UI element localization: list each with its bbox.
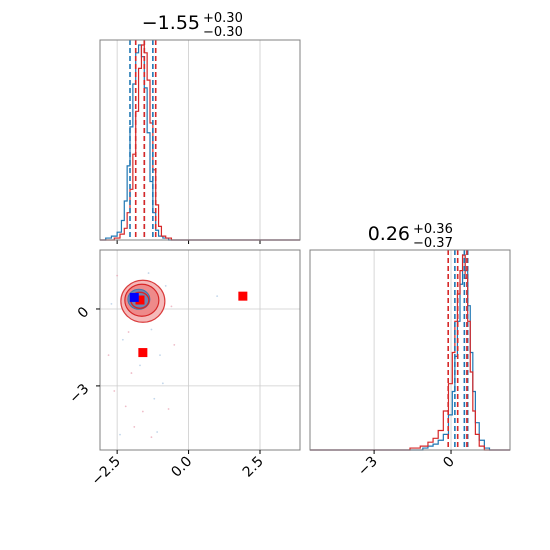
scatter-point xyxy=(216,295,219,298)
scatter-point xyxy=(161,382,164,385)
title-p2: 0.26 xyxy=(368,223,410,245)
hist-p2-series xyxy=(310,254,510,451)
scatter-y-tick-label: 0 xyxy=(75,304,93,322)
scatter-point xyxy=(121,338,124,341)
scatter-point xyxy=(110,302,113,305)
title-p1-plus: +0.30 xyxy=(203,11,243,26)
scatter-x-tick-label: −2.5 xyxy=(89,454,124,489)
title-p1: −1.55 xyxy=(142,12,200,34)
scatter-frame xyxy=(99,249,301,451)
red-marker xyxy=(135,295,145,305)
title-p1-minus: −0.30 xyxy=(203,25,243,40)
hist-p1-series xyxy=(100,44,300,241)
red-marker xyxy=(138,348,148,358)
scatter-point xyxy=(107,354,110,357)
scatter-point xyxy=(153,397,156,400)
scatter-point xyxy=(141,410,144,413)
hist-p1-frame xyxy=(99,39,301,241)
scatter-point xyxy=(113,390,116,392)
scatter-point xyxy=(139,364,141,367)
scatter-point xyxy=(150,436,153,439)
scatter-point xyxy=(173,343,176,346)
scatter-point xyxy=(127,331,130,333)
title-p2-minus: −0.37 xyxy=(413,236,453,251)
hist-p2-frame xyxy=(309,249,511,451)
scatter-y-tick-label: −3 xyxy=(66,381,92,407)
scatter-x-tick-label: 0.0 xyxy=(168,454,195,481)
scatter-point xyxy=(147,272,150,274)
hist-p2-panel: 0.26 +0.36 −0.37 −3 0 xyxy=(309,222,511,480)
scatter-point xyxy=(130,372,133,374)
scatter-point xyxy=(133,426,136,428)
scatter-point xyxy=(167,408,170,410)
hist-p1-panel: −1.55 +0.30 −0.30 xyxy=(99,11,301,244)
hist-p2-x-tick-label: −3 xyxy=(355,454,381,480)
hist-p1-series xyxy=(100,44,300,241)
scatter-point xyxy=(116,274,119,277)
hist-p2-series xyxy=(310,254,510,451)
scatter-point xyxy=(156,431,159,433)
scatter-point xyxy=(119,433,121,436)
scatter-panel: −2.5 0.0 2.5 0 −3 xyxy=(66,249,301,489)
scatter-x-tick-label: 2.5 xyxy=(240,454,267,481)
scatter-point xyxy=(170,305,173,308)
title-p2-plus: +0.36 xyxy=(413,222,453,237)
blue-marker xyxy=(129,292,139,302)
scatter-point xyxy=(124,405,127,408)
hist-p2-x-tick-label: 0 xyxy=(440,454,458,472)
red-marker xyxy=(238,291,248,301)
scatter-point xyxy=(164,284,167,287)
scatter-point xyxy=(159,354,161,357)
scatter-point xyxy=(150,328,153,331)
